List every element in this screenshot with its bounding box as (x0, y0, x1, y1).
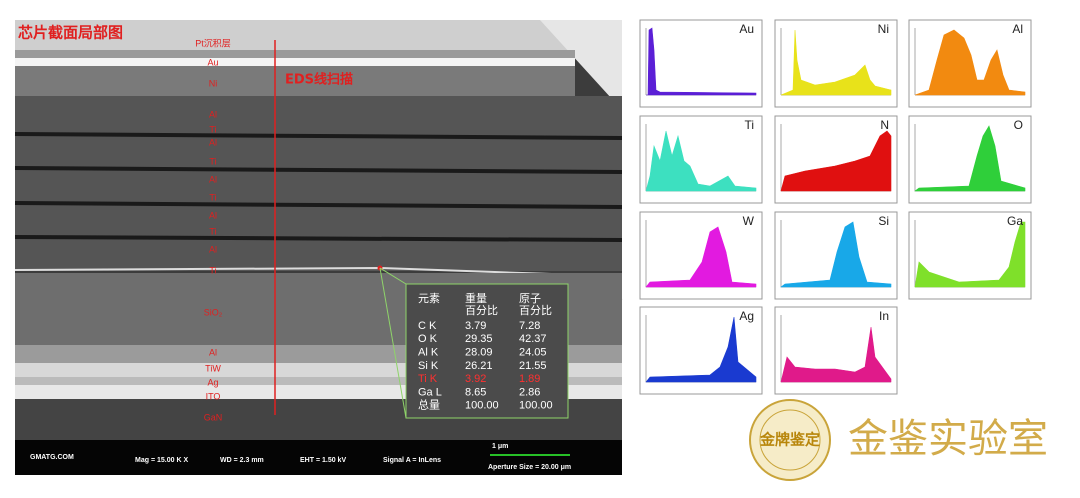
element-label: In (879, 309, 889, 323)
element-label: Au (739, 22, 754, 36)
layer-label: Ag (207, 377, 218, 387)
wd: WD = 2.3 mm (220, 457, 264, 464)
layer-label: Ti (209, 226, 216, 236)
logo-name: 金鉴实验室 (848, 416, 1048, 462)
spectrum-panel: W (639, 211, 763, 300)
aperture: Aperture Size = 20.00 μm (488, 464, 571, 471)
element-label: Si (878, 214, 889, 228)
table-cell: 29.35 (465, 333, 493, 345)
spectrum-panel: Ni (774, 19, 898, 108)
spectrum-curve (914, 221, 1026, 288)
scale-bar: 1 μm (492, 443, 508, 450)
table-cell: 26.21 (465, 360, 493, 372)
layer-label: Al (209, 347, 217, 357)
table-header: 原子 (519, 292, 541, 305)
layer-label: Ti (209, 192, 216, 202)
table-cell: Al K (418, 347, 439, 359)
sem-image (14, 20, 623, 475)
spectrum-panel: Ag (639, 306, 763, 395)
table-cell: C K (418, 320, 437, 332)
element-label: Ti (744, 118, 754, 132)
figure-title: 芯片截面局部图 (18, 24, 123, 42)
table-header: 重量 (465, 291, 487, 305)
spectrum-curve (780, 130, 892, 192)
layer-label: Ti (209, 124, 216, 134)
layer-label: Al (209, 137, 217, 147)
layer-label: ITO (206, 391, 221, 401)
element-label: W (743, 214, 755, 228)
layer-label: Al (209, 244, 217, 254)
layer-label: Ti (209, 156, 216, 166)
table-cell: 总量 (418, 398, 440, 412)
element-label: O (1014, 118, 1023, 132)
scan-label: EDS线扫描 (285, 72, 353, 88)
layer-label: Ti (209, 265, 216, 275)
spectrum-panel: N (774, 115, 898, 204)
element-label: Ni (878, 22, 889, 36)
eht: EHT = 1.50 kV (300, 457, 346, 464)
layer-label: GaN (204, 412, 223, 422)
spectrum-panel: Si (774, 211, 898, 300)
element-label: Ga (1007, 214, 1023, 228)
spectrum-curve (780, 326, 892, 383)
table-header: 元素 (418, 292, 440, 305)
table-cell: O K (418, 333, 438, 345)
spectrum-panel: O (908, 115, 1032, 204)
table-cell: 1.89 (519, 373, 540, 385)
table-cell: Si K (418, 360, 439, 372)
layer-label: Pt沉积层 (195, 37, 231, 48)
layer-label: SiO₂ (204, 307, 223, 317)
table-cell: 28.09 (465, 347, 493, 359)
spectrum-panel: Al (908, 19, 1032, 108)
spectrum-curve (914, 125, 1026, 192)
table-cell: 3.79 (465, 320, 486, 332)
element-label: N (880, 118, 889, 132)
table-header: 百分比 (519, 304, 552, 317)
layer-label: Al (209, 109, 217, 119)
table-cell: 24.05 (519, 347, 547, 359)
layer-label: Al (209, 210, 217, 220)
logo: 金牌鉴定 金鉴实验室 (749, 399, 1048, 481)
spectrum-panel: Ga (908, 211, 1032, 300)
spectrum-curve (645, 130, 757, 192)
table-cell: 100.00 (519, 400, 553, 412)
spectrum-curve (646, 27, 757, 96)
table-cell: 8.65 (465, 386, 486, 398)
spectrum-curve (645, 316, 757, 383)
table-cell: Ti K (418, 373, 438, 385)
layer-label: Al (209, 174, 217, 184)
spectrum-curve (914, 29, 1026, 96)
layer-label: Au (207, 57, 218, 67)
brand: GMATG.COM (30, 454, 74, 461)
signal: Signal A = InLens (383, 457, 441, 464)
spectrum-curve (780, 29, 892, 96)
layer-label: Ni (209, 78, 218, 88)
table-cell: Ga L (418, 386, 442, 398)
spectrum-curve (780, 221, 892, 288)
layer-label: TiW (205, 363, 221, 373)
table-cell: 7.28 (519, 320, 540, 332)
table-cell: 100.00 (465, 400, 499, 412)
spectrum-panel: Au (639, 19, 763, 108)
table-cell: 3.92 (465, 373, 486, 385)
table-cell: 21.55 (519, 360, 547, 372)
logo-badge: 金牌鉴定 (759, 431, 820, 449)
table-cell: 2.86 (519, 386, 540, 398)
spectrum-panel: Ti (639, 115, 763, 204)
spectrum-panel: In (774, 306, 898, 395)
table-header: 百分比 (465, 304, 498, 317)
element-label: Al (1012, 22, 1023, 36)
element-label: Ag (739, 309, 754, 323)
table-cell: 42.37 (519, 333, 547, 345)
spectrum-curve (645, 226, 757, 288)
mag: Mag = 15.00 K X (135, 457, 188, 464)
